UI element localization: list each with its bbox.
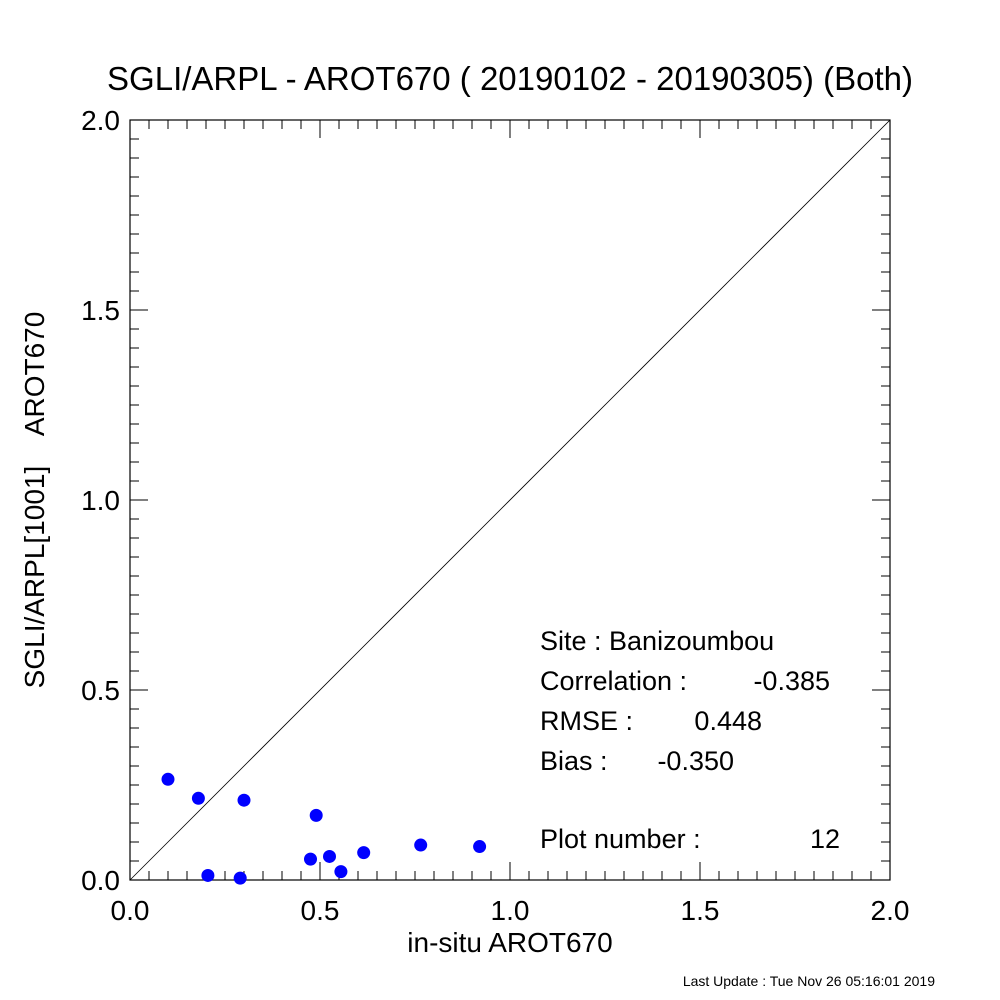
- data-point: [304, 852, 317, 866]
- stats-bias-value: -0.350: [657, 746, 734, 776]
- axis-ticks: [129, 119, 891, 881]
- stats-box: Site : Banizoumbou Correlation : -0.385 …: [540, 626, 840, 854]
- stats-rmse-label: RMSE :: [540, 706, 633, 736]
- one-to-one-line: [129, 119, 891, 881]
- data-point: [161, 772, 175, 786]
- stats-plot-number-label: Plot number :: [540, 824, 701, 854]
- data-point: [309, 808, 323, 822]
- data-point: [473, 840, 487, 854]
- y-tick-label: 2.0: [81, 105, 120, 136]
- stats-correlation-value: -0.385: [753, 666, 830, 696]
- data-point: [357, 846, 371, 860]
- x-axis-label: in-situ AROT670: [407, 927, 612, 958]
- stats-site: Site : Banizoumbou: [540, 626, 774, 656]
- x-tick-label: 1.5: [681, 895, 720, 926]
- data-point: [323, 849, 336, 863]
- stats-correlation-label: Correlation :: [540, 666, 687, 696]
- data-point: [334, 865, 348, 879]
- chart-title: SGLI/ARPL - AROT670 ( 20190102 - 2019030…: [107, 60, 913, 97]
- data-point: [414, 838, 428, 852]
- data-point: [237, 793, 251, 807]
- y-tick-label: 0.0: [81, 865, 120, 896]
- stats-rmse-value: 0.448: [694, 706, 762, 736]
- y-tick-labels: 0.0 0.5 1.0 1.5 2.0: [81, 105, 120, 896]
- stats-plot-number-value: 12: [810, 824, 840, 854]
- y-tick-label: 0.5: [81, 675, 120, 706]
- x-tick-labels: 0.0 0.5 1.0 1.5 2.0: [111, 895, 910, 926]
- x-tick-label: 2.0: [871, 895, 910, 926]
- x-tick-label: 1.0: [491, 895, 530, 926]
- data-points: [161, 772, 487, 885]
- last-update-text: Last Update : Tue Nov 26 05:16:01 2019: [683, 973, 935, 989]
- x-tick-label: 0.5: [301, 895, 340, 926]
- x-tick-label: 0.0: [111, 895, 150, 926]
- data-point: [201, 868, 215, 882]
- y-tick-label: 1.5: [81, 295, 120, 326]
- data-point: [191, 791, 205, 805]
- stats-bias-label: Bias :: [540, 746, 608, 776]
- y-axis-label: SGLI/ARPL[1001] AROT670: [19, 312, 50, 689]
- y-tick-label: 1.0: [81, 485, 120, 516]
- data-point: [233, 871, 247, 885]
